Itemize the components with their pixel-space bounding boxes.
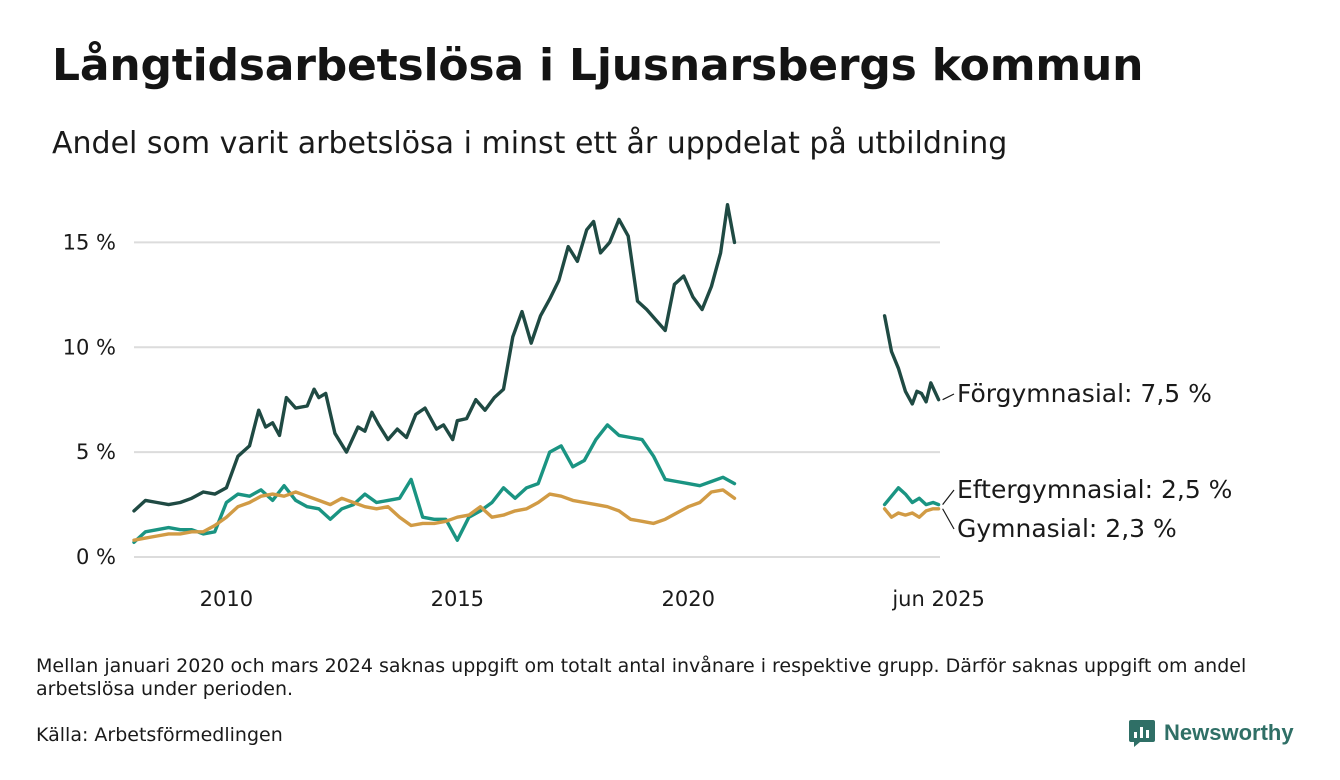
brand-logo: Newsworthy bbox=[1128, 716, 1294, 750]
y-tick-label: 10 % bbox=[63, 335, 116, 359]
label-leader-line bbox=[942, 393, 955, 401]
chart-subtitle: Andel som varit arbetslösa i minst ett å… bbox=[52, 126, 1008, 161]
series-line-förgymnasial bbox=[132, 203, 737, 513]
newsworthy-logo-icon bbox=[1129, 720, 1155, 747]
label-leader-line bbox=[942, 489, 955, 505]
y-tick-label: 0 % bbox=[76, 545, 116, 569]
x-tick-label: 2015 bbox=[431, 587, 484, 611]
y-tick-label: 15 % bbox=[63, 230, 116, 254]
line-chart: 0 % 5 % 10 % 15 % 2010 2015 2020 jun 2025 Förgym… bbox=[63, 203, 1232, 611]
series-line-förgymnasial bbox=[882, 314, 941, 406]
y-tick-label: 5 % bbox=[76, 440, 116, 464]
series-line-gymnasial bbox=[132, 488, 737, 542]
chart-title: Långtidsarbetslösa i Ljusnarsbergs kommu… bbox=[52, 40, 1144, 91]
label-leader-line bbox=[942, 508, 955, 530]
footnote: Mellan januari 2020 och mars 2024 saknas… bbox=[36, 655, 1247, 700]
series-line-eftergymnasial bbox=[132, 423, 737, 544]
source-note: Källa: Arbetsförmedlingen bbox=[36, 724, 283, 746]
brand-name: Newsworthy bbox=[1164, 720, 1294, 745]
series-end-label: Gymnasial: 2,3 % bbox=[957, 514, 1177, 543]
x-tick-label: 2010 bbox=[200, 587, 253, 611]
series-end-label: Eftergymnasial: 2,5 % bbox=[957, 475, 1232, 504]
x-tick-label: 2020 bbox=[662, 587, 715, 611]
series-end-label: Förgymnasial: 7,5 % bbox=[957, 379, 1212, 408]
series-line-gymnasial bbox=[882, 507, 941, 519]
x-tick-label: jun 2025 bbox=[891, 587, 985, 611]
series-line-eftergymnasial bbox=[882, 486, 941, 507]
